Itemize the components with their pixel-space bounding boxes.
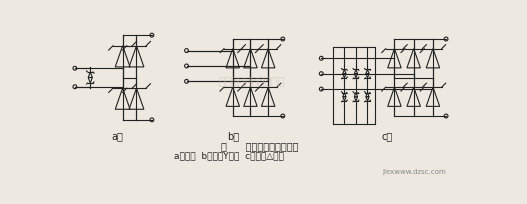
Text: c）: c） <box>381 130 393 140</box>
Text: b）: b） <box>227 130 239 140</box>
Text: a）单相  b）三相Y联结  c）三相△联结: a）单相 b）三相Y联结 c）三相△联结 <box>174 151 284 160</box>
Text: a）: a） <box>111 130 123 140</box>
Text: jlexwww.dzsc.com: jlexwww.dzsc.com <box>382 169 445 174</box>
Text: 图      压敏电阵保护的接法: 图 压敏电阵保护的接法 <box>221 141 298 151</box>
Text: 杭州洋客本本有限公司: 杭州洋客本本有限公司 <box>219 77 285 87</box>
